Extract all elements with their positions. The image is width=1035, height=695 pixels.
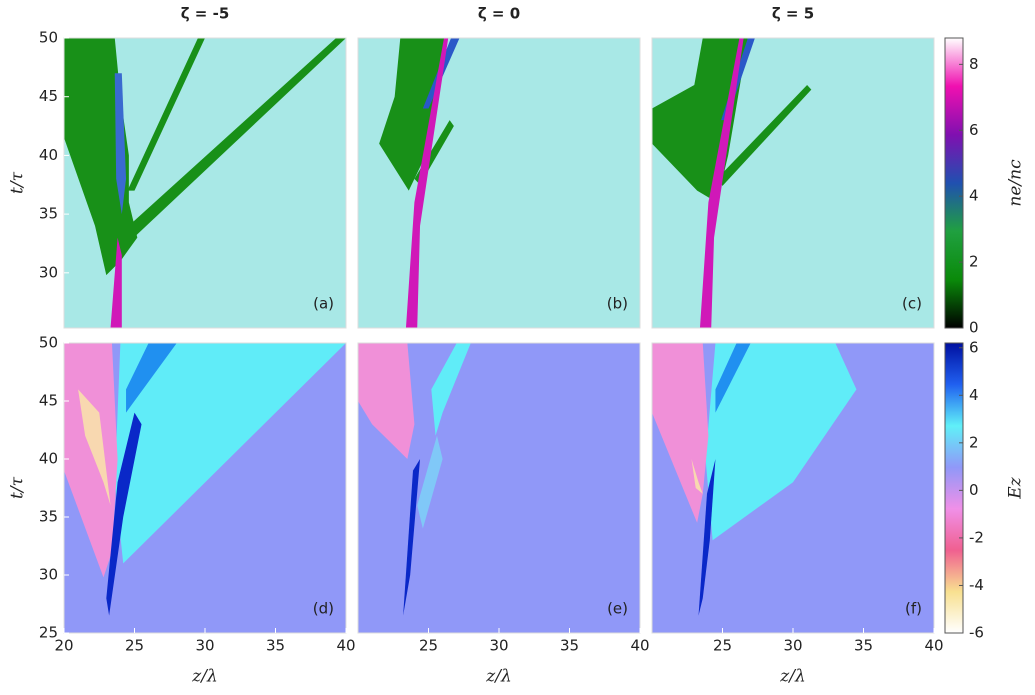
column-title: ζ = 5 bbox=[772, 5, 814, 23]
colorbar bbox=[944, 342, 964, 634]
x-tick-label: 40 bbox=[630, 637, 649, 655]
heatmap-field bbox=[64, 38, 346, 328]
field-region bbox=[379, 38, 446, 191]
panel-label: (d) bbox=[313, 600, 334, 618]
colorbar-label: Ez bbox=[1006, 476, 1026, 499]
x-axis-label: z/λ bbox=[485, 667, 511, 687]
field-region bbox=[705, 343, 857, 541]
heatmap-field bbox=[358, 343, 640, 633]
field-region bbox=[126, 343, 177, 413]
y-axis-label: t/τ bbox=[8, 171, 28, 194]
field-region bbox=[64, 343, 118, 578]
field-region bbox=[417, 435, 443, 529]
colorbar-tick-label: 4 bbox=[969, 187, 979, 205]
field-region bbox=[691, 459, 703, 494]
y-tick-label: 35 bbox=[39, 508, 58, 526]
colorbar-tick-label: 8 bbox=[969, 55, 979, 73]
y-tick-label: 45 bbox=[39, 87, 58, 105]
x-tick-label: 40 bbox=[924, 637, 943, 655]
y-tick-label: 30 bbox=[39, 566, 58, 584]
field-region bbox=[699, 38, 744, 328]
colorbar-tick-label: 6 bbox=[969, 338, 979, 356]
field-region bbox=[127, 38, 205, 191]
x-axis-label: z/λ bbox=[191, 667, 217, 687]
x-tick-label: 25 bbox=[713, 637, 732, 655]
colorbar-tick-label: -6 bbox=[969, 624, 984, 642]
y-tick-label: 35 bbox=[39, 205, 58, 223]
column-title: ζ = -5 bbox=[181, 5, 230, 23]
x-tick-label: 40 bbox=[336, 637, 355, 655]
panel-frame bbox=[357, 37, 641, 329]
y-tick-label: 50 bbox=[39, 29, 58, 47]
panel-label: (c) bbox=[902, 295, 922, 313]
field-region bbox=[114, 343, 346, 564]
field-region bbox=[358, 343, 415, 459]
x-tick-label: 35 bbox=[560, 637, 579, 655]
field-region bbox=[403, 459, 421, 616]
x-tick-label: 20 bbox=[54, 637, 73, 655]
x-tick-label: 35 bbox=[854, 637, 873, 655]
panel-label: (f) bbox=[905, 600, 922, 618]
x-axis-label: z/λ bbox=[779, 667, 805, 687]
colorbar-tick-label: -4 bbox=[969, 576, 984, 594]
field-region bbox=[715, 343, 751, 413]
y-tick-label: 50 bbox=[39, 334, 58, 352]
y-tick-label: 30 bbox=[39, 263, 58, 281]
heatmap-field bbox=[358, 38, 640, 328]
heatmap-field bbox=[652, 38, 934, 328]
field-region bbox=[110, 38, 346, 243]
colorbar-tick-label: 6 bbox=[969, 121, 979, 139]
heatmap-field bbox=[64, 343, 346, 633]
field-region bbox=[431, 343, 471, 436]
field-region bbox=[106, 412, 142, 616]
colorbar-tick-label: -2 bbox=[969, 528, 984, 546]
panel-frame bbox=[63, 37, 347, 329]
panel-label: (e) bbox=[607, 600, 628, 618]
field-region bbox=[114, 73, 127, 215]
field-region bbox=[110, 237, 122, 328]
panel-frame bbox=[651, 37, 935, 329]
x-tick-label: 30 bbox=[195, 637, 214, 655]
field-region bbox=[698, 459, 716, 616]
x-tick-label: 25 bbox=[419, 637, 438, 655]
x-tick-label: 35 bbox=[266, 637, 285, 655]
colorbar-tick-label: 2 bbox=[969, 433, 979, 451]
heatmap-field bbox=[652, 343, 934, 633]
y-tick-label: 40 bbox=[39, 450, 58, 468]
colorbar-tick-label: 0 bbox=[969, 481, 979, 499]
x-tick-label: 30 bbox=[489, 637, 508, 655]
field-region bbox=[716, 84, 812, 186]
y-tick-label: 25 bbox=[39, 624, 58, 642]
colorbar-label: ne/nc bbox=[1006, 159, 1026, 207]
colorbar-tick-label: 4 bbox=[969, 386, 979, 404]
x-tick-label: 25 bbox=[125, 637, 144, 655]
panel-label: (a) bbox=[313, 295, 334, 313]
column-title: ζ = 0 bbox=[478, 5, 520, 23]
y-tick-label: 45 bbox=[39, 392, 58, 410]
field-region bbox=[405, 38, 449, 328]
colorbar bbox=[944, 37, 964, 329]
panel-label: (b) bbox=[607, 295, 628, 313]
field-region bbox=[78, 389, 111, 506]
y-tick-label: 40 bbox=[39, 146, 58, 164]
colorbar-tick-label: 0 bbox=[969, 319, 979, 337]
colorbar-tick-label: 2 bbox=[969, 253, 979, 271]
y-axis-label: t/τ bbox=[8, 476, 28, 499]
x-tick-label: 30 bbox=[783, 637, 802, 655]
